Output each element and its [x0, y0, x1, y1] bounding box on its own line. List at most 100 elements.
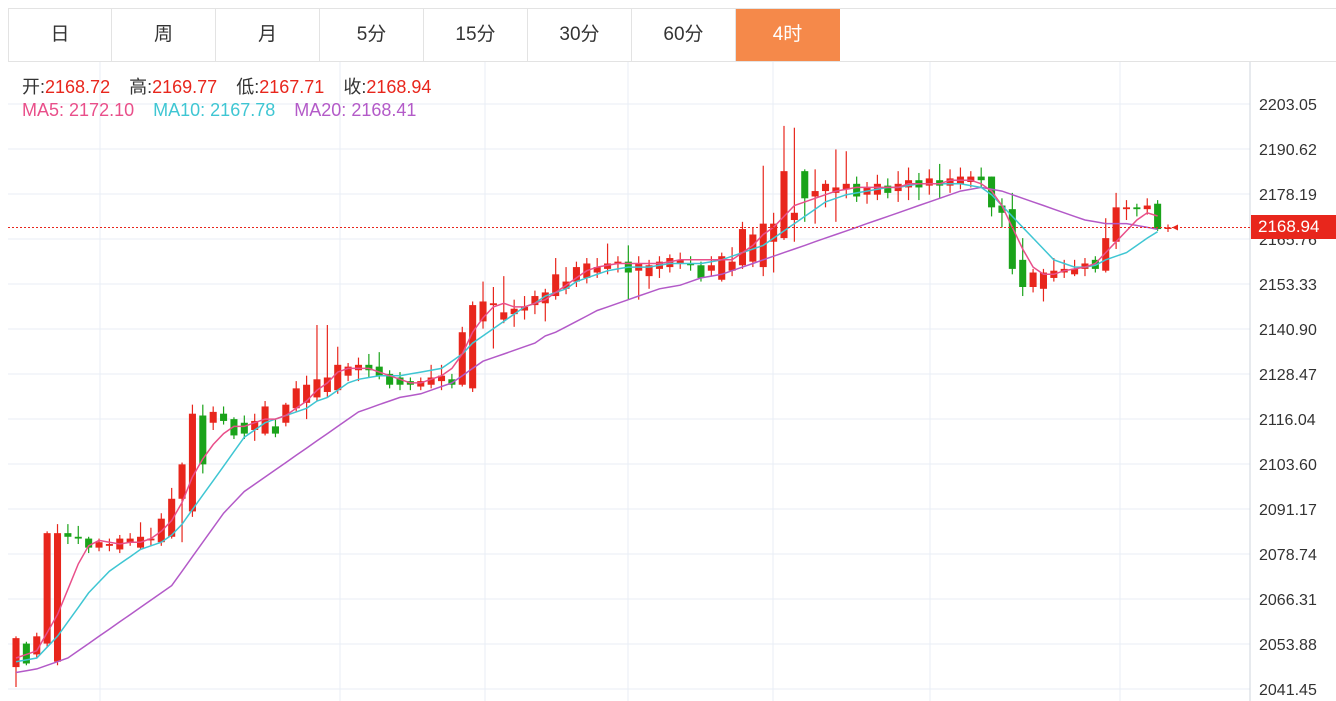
candle-body: [811, 191, 819, 197]
ma5-value: 2172.10: [69, 100, 135, 120]
y-tick-label: 2153.33: [1259, 277, 1317, 294]
ma20-line: [15, 186, 1158, 674]
candle-body: [552, 274, 560, 297]
candle-body: [1081, 263, 1089, 269]
candle-body: [386, 373, 394, 385]
candle-body: [220, 413, 228, 421]
candle-body: [64, 533, 72, 537]
candle-body: [521, 306, 529, 311]
candle-body: [1102, 238, 1110, 271]
candle-body: [396, 377, 404, 385]
tab-30min[interactable]: 30分: [528, 9, 632, 61]
tab-5min[interactable]: 5分: [320, 9, 424, 61]
ohlc-readout: 开:2168.72 高:2169.77 低:2167.71 收:2168.94: [22, 73, 431, 99]
tab-15min[interactable]: 15分: [424, 9, 528, 61]
candle-body: [1164, 227, 1172, 229]
y-tick-label: 2140.90: [1259, 322, 1317, 339]
candle-body: [936, 180, 944, 186]
candle-body: [437, 375, 446, 382]
candle-body: [479, 301, 487, 322]
tab-week[interactable]: 周: [112, 9, 216, 61]
candle-body: [593, 267, 601, 273]
candle-body: [22, 643, 30, 664]
candle-body: [925, 178, 933, 186]
candle-body: [728, 261, 736, 271]
candle-body: [1154, 203, 1162, 230]
tab-month[interactable]: 月: [216, 9, 320, 61]
y-tick-label: 2190.62: [1259, 142, 1317, 159]
candle-body: [884, 185, 892, 193]
candle-body: [209, 411, 217, 423]
candle-body: [199, 415, 207, 465]
candle-body: [697, 265, 705, 278]
candle-body: [469, 305, 477, 389]
candle-body: [842, 183, 850, 190]
candle-body: [790, 212, 798, 221]
candle-body: [541, 292, 549, 304]
close-value: 2168.94: [366, 77, 432, 97]
candle-body: [43, 533, 51, 644]
ma-readout: MA5: 2172.10 MA10: 2167.78 MA20: 2168.41: [22, 100, 416, 121]
candle-body: [251, 420, 259, 430]
candle-body: [998, 205, 1006, 213]
ma20-value: 2168.41: [351, 100, 417, 120]
ma5-label: MA5:: [22, 100, 65, 120]
candle-body: [1039, 272, 1047, 289]
candle-body: [676, 259, 684, 264]
candle-body: [427, 377, 435, 385]
open-value: 2168.72: [45, 77, 111, 97]
candle-body: [303, 384, 311, 403]
y-tick-label: 2078.74: [1259, 547, 1317, 564]
candle-body: [1091, 259, 1099, 269]
y-tick-label: 2066.31: [1259, 592, 1317, 609]
candle-body: [53, 533, 62, 662]
open-label: 开:: [22, 77, 46, 97]
ma10-value: 2167.78: [210, 100, 276, 120]
candle-body: [967, 176, 975, 183]
timeframe-tabs: 日 周 月 5分 15分 30分 60分 4时: [8, 8, 1336, 62]
candle-body: [780, 171, 788, 239]
candle-body: [344, 366, 352, 376]
candle-body: [168, 498, 176, 537]
candle-body: [1029, 272, 1037, 287]
y-tick-label: 2103.60: [1259, 457, 1317, 474]
candle-body: [977, 176, 985, 181]
last-price-marker: [1172, 224, 1178, 231]
candle-body: [821, 183, 830, 192]
candle-body: [510, 308, 518, 315]
candle-body: [572, 267, 580, 282]
candle-body: [95, 542, 103, 548]
candle-body: [749, 234, 757, 262]
candle-body: [12, 638, 20, 668]
candle-body: [500, 312, 508, 320]
candle-body: [531, 296, 539, 306]
y-tick-label: 2091.17: [1259, 502, 1317, 519]
tab-60min[interactable]: 60分: [632, 9, 736, 61]
tab-day[interactable]: 日: [8, 9, 112, 61]
candle-body: [147, 538, 155, 541]
candle-body: [271, 426, 279, 434]
candle-body: [417, 381, 425, 387]
candle-body: [1143, 205, 1151, 210]
candle-body: [282, 404, 290, 423]
candle-body: [354, 364, 363, 371]
candle-body: [323, 377, 331, 392]
candle-body: [240, 422, 248, 434]
candle-body: [832, 187, 840, 193]
candle-body: [261, 406, 269, 434]
ma20-label: MA20:: [294, 100, 347, 120]
close-label: 收:: [343, 77, 367, 97]
candle-body: [105, 544, 113, 546]
candle-body: [614, 261, 622, 264]
candle-body: [770, 223, 778, 242]
tab-4h[interactable]: 4时: [736, 9, 840, 61]
y-tick-label: 2203.05: [1259, 97, 1317, 114]
y-tick-label: 2116.04: [1259, 412, 1316, 429]
candle-body: [375, 366, 383, 376]
candle-body: [1008, 209, 1016, 269]
ma5-line: [15, 179, 1158, 659]
ma10-label: MA10:: [153, 100, 206, 120]
y-tick-label: 2128.47: [1259, 367, 1317, 384]
candle-body: [853, 183, 861, 197]
